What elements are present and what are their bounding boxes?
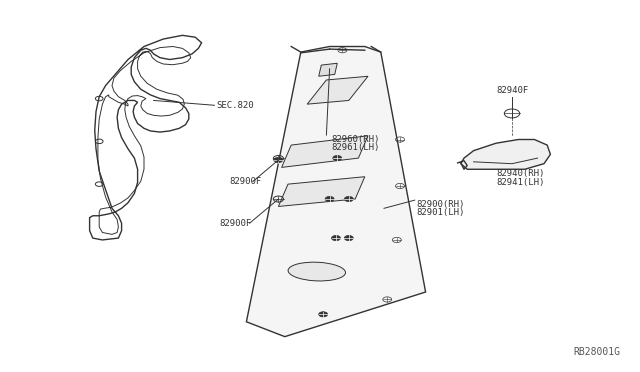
Polygon shape (461, 140, 550, 169)
Text: 82940(RH): 82940(RH) (496, 169, 545, 178)
Circle shape (333, 155, 342, 161)
Polygon shape (319, 63, 337, 76)
Text: 82960(RH): 82960(RH) (332, 135, 380, 144)
Circle shape (274, 157, 283, 163)
Circle shape (344, 235, 353, 241)
Circle shape (344, 196, 353, 202)
Text: RB28001G: RB28001G (574, 347, 621, 357)
Text: 82941(LH): 82941(LH) (496, 178, 545, 187)
Text: SEC.820: SEC.820 (216, 101, 254, 110)
Text: 82900(RH): 82900(RH) (417, 200, 465, 209)
Polygon shape (246, 46, 426, 337)
Text: 82940F: 82940F (496, 86, 528, 95)
Text: 82961(LH): 82961(LH) (332, 143, 380, 152)
Circle shape (325, 196, 334, 202)
Ellipse shape (288, 262, 346, 281)
Polygon shape (307, 76, 368, 104)
Polygon shape (282, 136, 368, 167)
Text: 82900F: 82900F (229, 177, 261, 186)
Text: 82900F: 82900F (220, 219, 252, 228)
Text: 82901(LH): 82901(LH) (417, 208, 465, 217)
Circle shape (332, 235, 340, 241)
Circle shape (319, 312, 328, 317)
Polygon shape (278, 177, 365, 206)
